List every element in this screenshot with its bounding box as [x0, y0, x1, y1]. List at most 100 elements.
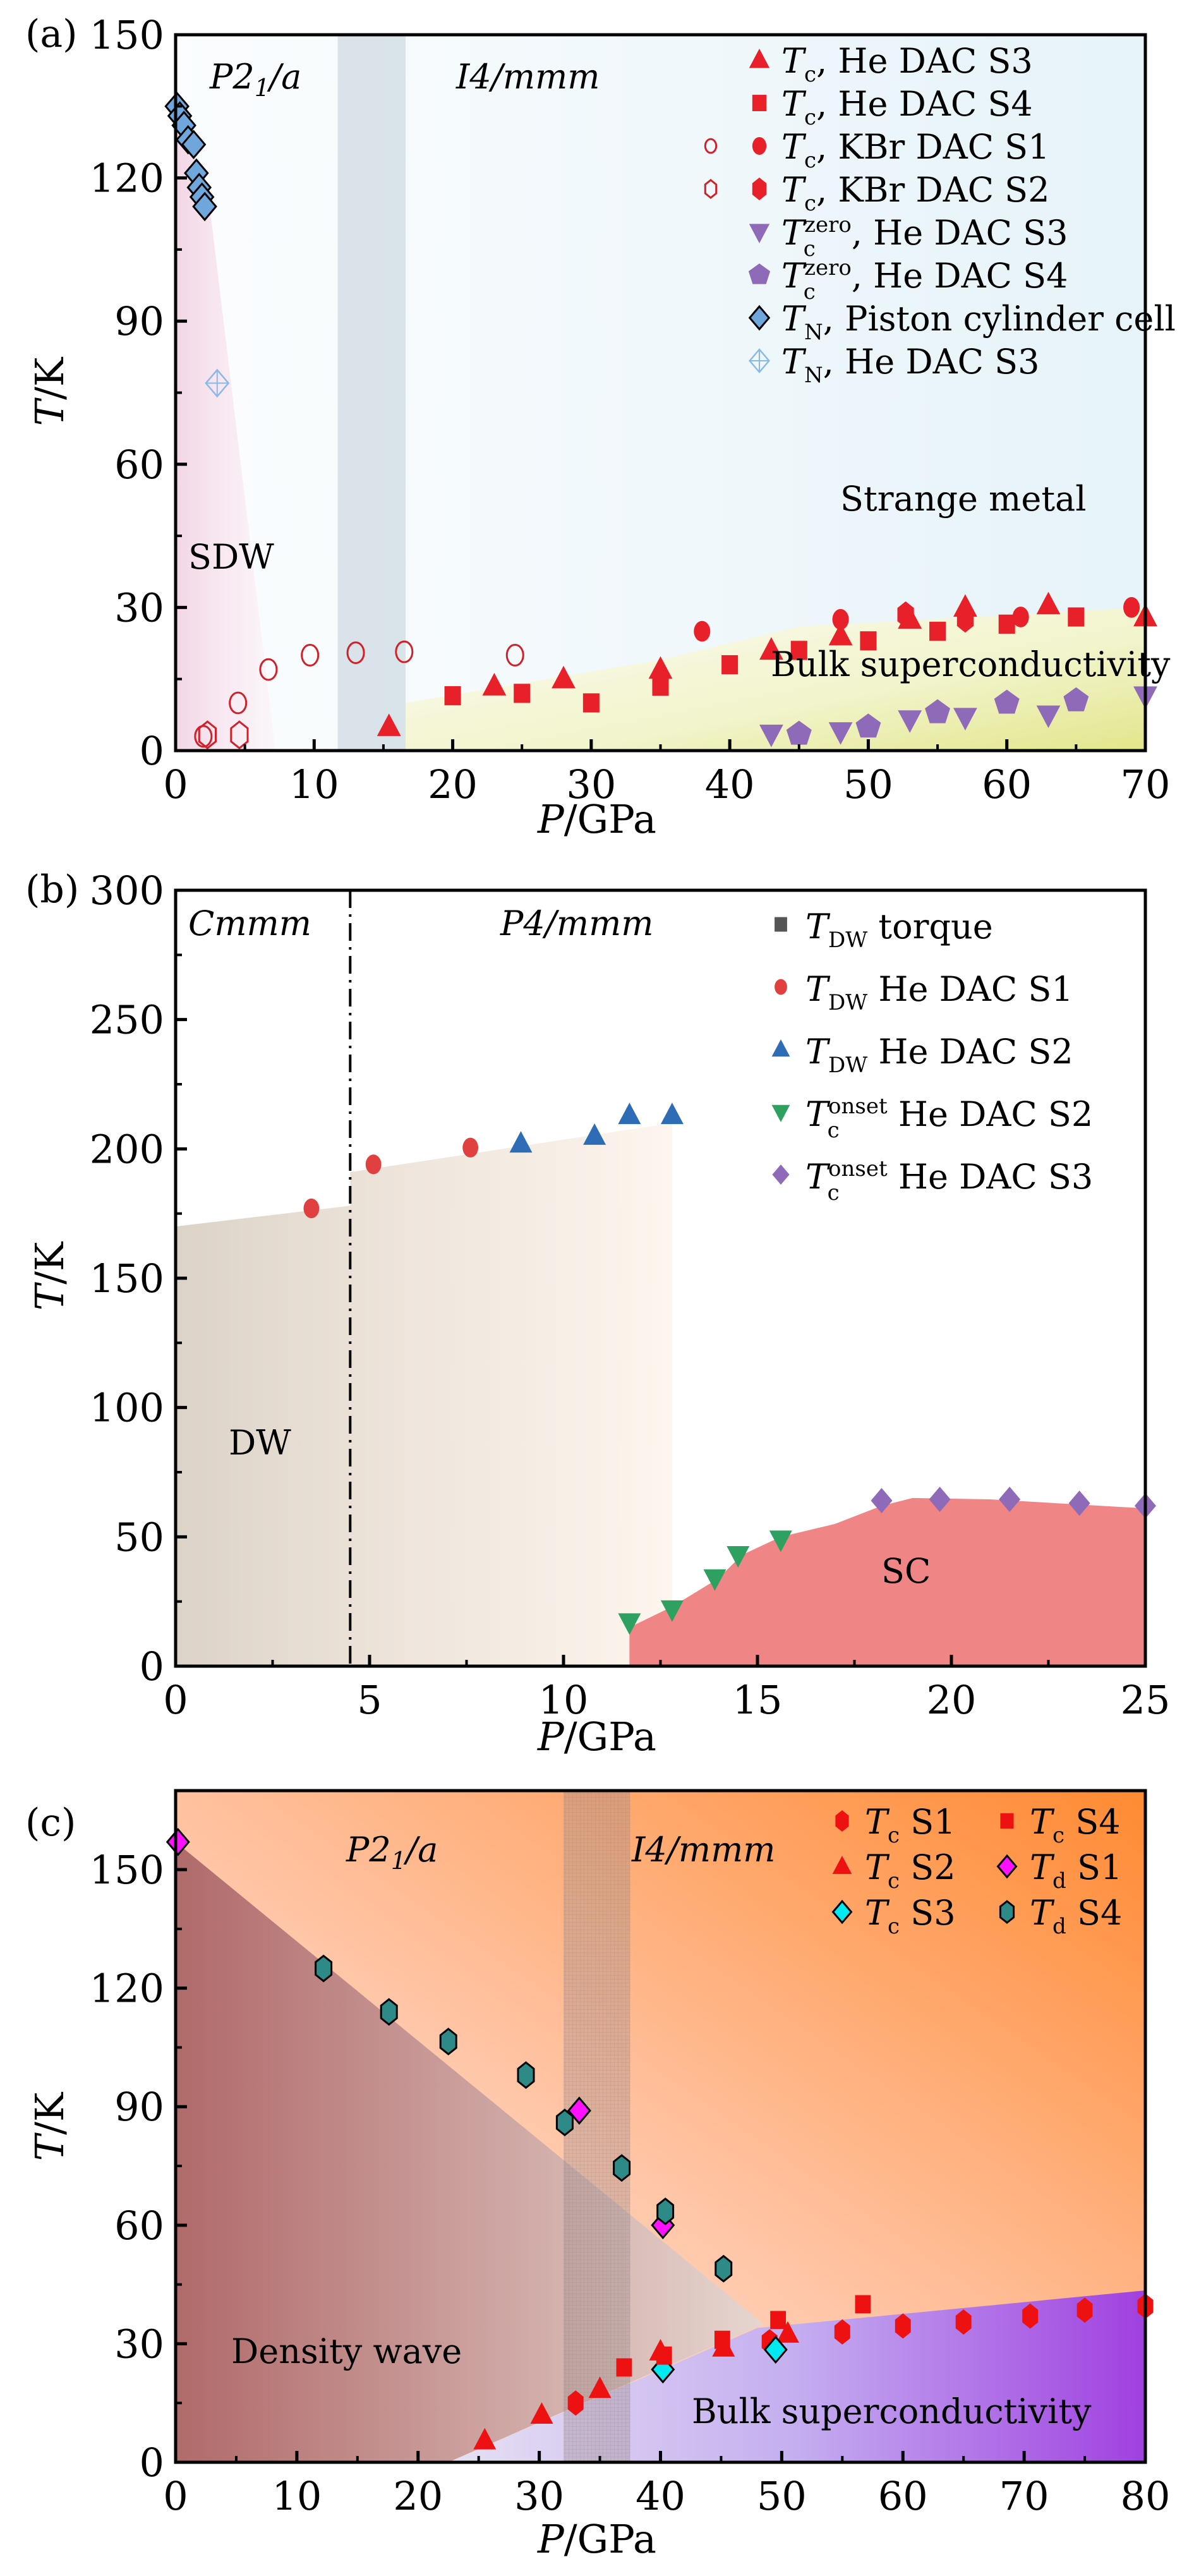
- y-tick-label: 60: [114, 442, 164, 488]
- region-sc: SC: [881, 1551, 931, 1591]
- panel-b-legend: TDW torque TDW He DAC S1 TDW He DAC S2 Tons…: [771, 907, 1093, 1206]
- x-tick-label: 0: [163, 1677, 188, 1723]
- panel-c-frame: [174, 1789, 1147, 2464]
- legend-marker: [752, 95, 767, 111]
- legend-label: TN, Piston cylinder cell: [781, 299, 1176, 345]
- data-point: [714, 2330, 730, 2349]
- data-point: [763, 2335, 788, 2364]
- data-point: [790, 641, 807, 660]
- y-tick-label: 0: [140, 1643, 164, 1690]
- legend-marker: [775, 917, 787, 932]
- data-point: [439, 2028, 457, 2056]
- legend-marker: [752, 178, 767, 200]
- legend-marker: [748, 263, 771, 284]
- region-i4mmm: I4/mmm: [455, 57, 600, 97]
- legend-label: TDW He DAC S2: [805, 1032, 1073, 1078]
- data-point: [660, 1600, 684, 1622]
- x-tick-label: 10: [272, 2473, 322, 2519]
- data-point: [1036, 705, 1061, 729]
- data-point: [301, 644, 320, 667]
- region-bulk-sc: Bulk superconductivity: [771, 644, 1171, 684]
- legend-marker-open: [704, 179, 718, 199]
- panel-a-ylabel: T/K: [27, 356, 73, 426]
- legend-marker: [775, 979, 787, 995]
- legend-label: Tc S4: [1030, 1802, 1121, 1848]
- x-tick-label: 5: [357, 1677, 382, 1723]
- y-tick-label: 60: [114, 2203, 164, 2249]
- data-point: [898, 710, 922, 733]
- x-tick-label: 15: [733, 1677, 783, 1723]
- legend-marker: [831, 1899, 853, 1925]
- panel-a: 0 10 20 30 40 50 60 70 0 30 60 90 120 150 (a) P21/a I…: [25, 12, 1176, 842]
- data-point: [552, 665, 576, 689]
- y-tick-label: 120: [90, 1966, 164, 2012]
- sc-region: [629, 1497, 1145, 1666]
- data-point: [315, 1954, 333, 1983]
- data-point: [1063, 687, 1089, 711]
- data-point: [1068, 607, 1085, 627]
- data-point: [929, 622, 946, 641]
- panel-c-axes: 0 10 20 30 40 50 60 70 80 0 30 60 90 120 150: [90, 1847, 1171, 2519]
- data-point: [1068, 1491, 1090, 1516]
- x-tick-label: 30: [514, 2473, 564, 2519]
- data-point: [377, 713, 401, 736]
- y-tick-label: 30: [114, 2321, 164, 2367]
- data-point: [953, 708, 977, 731]
- y-tick-label: 50: [114, 1514, 164, 1560]
- legend-marker: [999, 1900, 1015, 1924]
- x-tick-label: 60: [878, 2473, 928, 2519]
- legend-label: Tonset c He DAC S2: [805, 1094, 1093, 1143]
- data-point: [567, 2390, 584, 2416]
- x-tick-label: 50: [757, 2473, 807, 2519]
- legend-marker: [835, 1810, 849, 1832]
- region-p21a-c: P21/a: [346, 1830, 438, 1875]
- data-point: [721, 655, 739, 675]
- legend-marker: [996, 1854, 1018, 1879]
- y-tick-label: 150: [90, 1255, 164, 1302]
- y-tick-label: 90: [114, 298, 164, 344]
- legend-label: Tc, He DAC S4: [781, 84, 1033, 130]
- panel-b-label: (b): [25, 868, 79, 912]
- data-point: [660, 1103, 684, 1125]
- data-point: [462, 1137, 479, 1158]
- data-point: [727, 1546, 750, 1568]
- data-point: [567, 2096, 591, 2125]
- data-point: [871, 1488, 893, 1513]
- data-point: [198, 720, 217, 750]
- legend-label: Tc, KBr DAC S2: [781, 170, 1050, 216]
- y-tick-label: 150: [90, 12, 164, 58]
- data-point: [994, 689, 1020, 714]
- legend-label: Td S1: [1030, 1847, 1122, 1894]
- data-point: [656, 2197, 675, 2225]
- legend-marker: [771, 1039, 790, 1057]
- y-tick-label: 300: [90, 868, 164, 914]
- legend-label: Tzero c, He DAC S4: [781, 255, 1068, 305]
- data-point: [656, 2346, 672, 2365]
- data-point: [482, 673, 507, 696]
- panel-c-label: (c): [25, 1801, 76, 1845]
- data-point: [776, 2321, 799, 2343]
- x-tick-label: 0: [163, 761, 188, 807]
- region-p4mmm: P4/mmm: [500, 904, 654, 943]
- legend-marker-open: [704, 138, 718, 154]
- y-tick-label: 250: [90, 997, 164, 1043]
- data-point: [395, 640, 414, 663]
- data-point: [1036, 591, 1061, 615]
- data-point: [897, 601, 914, 628]
- legend-label: Tc S2: [865, 1847, 956, 1894]
- legend-label: TDW He DAC S1: [805, 969, 1073, 1015]
- panel-a-label: (a): [25, 12, 78, 56]
- data-point: [229, 691, 248, 715]
- data-point: [588, 2376, 612, 2398]
- data-point: [770, 2311, 787, 2330]
- legend-marker: [771, 1104, 790, 1122]
- legend-label: Tc S1: [865, 1802, 956, 1848]
- data-point: [618, 1103, 641, 1125]
- data-point: [166, 1827, 190, 1856]
- legend-label: Tc S3: [865, 1893, 956, 1939]
- data-point: [652, 676, 669, 696]
- data-point: [828, 722, 853, 745]
